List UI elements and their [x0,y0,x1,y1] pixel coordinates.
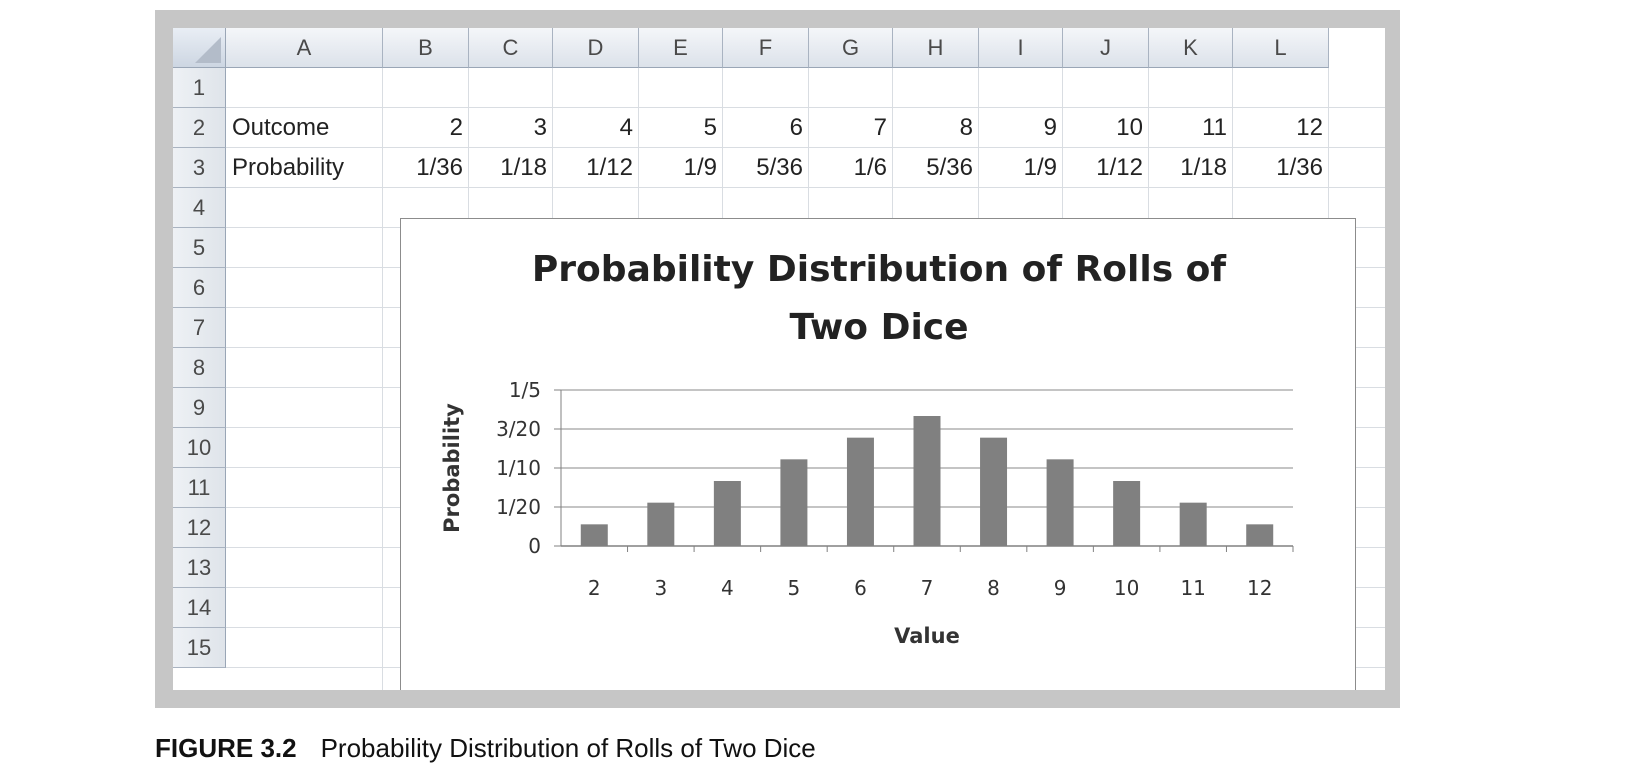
x-tick-label: 8 [987,576,1000,600]
x-tick-label: 9 [1054,576,1067,600]
row-header-15[interactable]: 15 [173,628,226,668]
y-tick-label: 3/20 [496,417,541,441]
row-header-11[interactable]: 11 [173,468,226,508]
x-tick-label: 10 [1114,576,1139,600]
cell-a2-outcome-label[interactable]: Outcome [232,114,330,141]
row-header-3[interactable]: 3 [173,148,226,188]
cell-outcome-value[interactable]: 9 [1043,114,1057,141]
column-gridline [382,68,383,690]
cell-probability-value[interactable]: 1/12 [586,154,633,181]
y-tick-label: 1/5 [509,378,541,402]
row-gridline [226,147,1385,148]
cell-probability-value[interactable]: 5/36 [926,154,973,181]
figure-caption-text: Probability Distribution of Rolls of Two… [320,733,816,763]
chart-area[interactable]: Probability Distribution of Rolls of Two… [400,218,1356,690]
y-axis-title: Probability [440,403,464,533]
column-header-h[interactable]: H [893,28,979,68]
chart-title-line-1: Probability Distribution of Rolls of [531,249,1227,290]
cell-probability-value[interactable]: 1/12 [1096,154,1143,181]
row-header-5[interactable]: 5 [173,228,226,268]
cell-probability-value[interactable]: 1/36 [1276,154,1323,181]
row-header-13[interactable]: 13 [173,548,226,588]
column-header-b[interactable]: B [383,28,469,68]
row-header-7[interactable]: 7 [173,308,226,348]
cell-probability-value[interactable]: 1/18 [1180,154,1227,181]
y-tick-label: 1/10 [496,456,541,480]
column-header-g[interactable]: G [809,28,893,68]
bar-7 [913,415,941,546]
row-header-8[interactable]: 8 [173,348,226,388]
row-header-14[interactable]: 14 [173,588,226,628]
cell-probability-value[interactable]: 1/9 [683,154,717,181]
figure-caption: FIGURE 3.2 Probability Distribution of Ro… [155,733,816,764]
bar-6 [846,437,874,546]
column-header-c[interactable]: C [469,28,553,68]
column-header-i[interactable]: I [979,28,1063,68]
column-header-j[interactable]: J [1063,28,1149,68]
select-all-triangle-icon [195,37,221,63]
row-gridline [226,107,1385,108]
bar-chart: 0 1/20 1/10 3/20 1/5 2 3 4 5 6 7 8 9 10 11 12 Value Proba… [440,378,1294,648]
cell-probability-value[interactable]: 1/6 [853,154,887,181]
cell-probability-value[interactable]: 1/36 [416,154,463,181]
column-header-d[interactable]: D [553,28,639,68]
cell-probability-value[interactable]: 5/36 [756,154,803,181]
x-axis-title: Value [894,624,960,648]
bar-11 [1179,502,1207,546]
cell-outcome-value[interactable]: 3 [533,114,547,141]
cell-outcome-value[interactable]: 6 [789,114,803,141]
cell-outcome-value[interactable]: 4 [619,114,633,141]
cell-outcome-value[interactable]: 5 [703,114,717,141]
cell-outcome-value[interactable]: 11 [1202,114,1227,141]
x-tick-label: 3 [654,576,667,600]
row-gridline [226,187,1385,188]
x-tick-label: 6 [854,576,867,600]
bar-12 [1246,524,1274,546]
select-all-corner[interactable] [173,28,226,68]
row-header-12[interactable]: 12 [173,508,226,548]
bar-10 [1113,481,1141,546]
bar-5 [780,459,808,546]
row-header-6[interactable]: 6 [173,268,226,308]
cell-outcome-value[interactable]: 12 [1296,114,1323,141]
bar-9 [1046,459,1074,546]
bar-4 [713,481,741,546]
cell-probability-value[interactable]: 1/18 [500,154,547,181]
cell-a3-probability-label[interactable]: Probability [232,154,345,181]
cell-probability-value[interactable]: 1/9 [1023,154,1057,181]
x-tick-label: 7 [921,576,934,600]
x-tick-label: 12 [1247,576,1272,600]
x-tick-label: 11 [1180,576,1205,600]
cell-outcome-value[interactable]: 2 [449,114,463,141]
row-header-2[interactable]: 2 [173,108,226,148]
x-tick-label: 4 [721,576,734,600]
column-header-e[interactable]: E [639,28,723,68]
row-header-10[interactable]: 10 [173,428,226,468]
chart-title: Probability Distribution of Rolls of Two… [401,241,1357,357]
row-header-9[interactable]: 9 [173,388,226,428]
row-header-4[interactable]: 4 [173,188,226,228]
bar-3 [647,502,675,546]
x-tick-label: 5 [788,576,801,600]
row-header-1[interactable]: 1 [173,68,226,108]
column-header-a[interactable]: A [226,28,383,68]
bar-8 [980,437,1008,546]
y-tick-label: 1/20 [496,495,541,519]
column-header-l[interactable]: L [1233,28,1329,68]
cell-outcome-value[interactable]: 7 [873,114,887,141]
cell-outcome-value[interactable]: 8 [959,114,973,141]
y-tick-label: 0 [528,534,541,558]
chart-title-line-2: Two Dice [789,307,969,348]
figure-number: FIGURE 3.2 [155,733,297,763]
bar-2 [580,524,608,546]
column-header-f[interactable]: F [723,28,809,68]
cell-outcome-value[interactable]: 10 [1116,114,1143,141]
column-header-k[interactable]: K [1149,28,1233,68]
x-tick-label: 2 [588,576,601,600]
